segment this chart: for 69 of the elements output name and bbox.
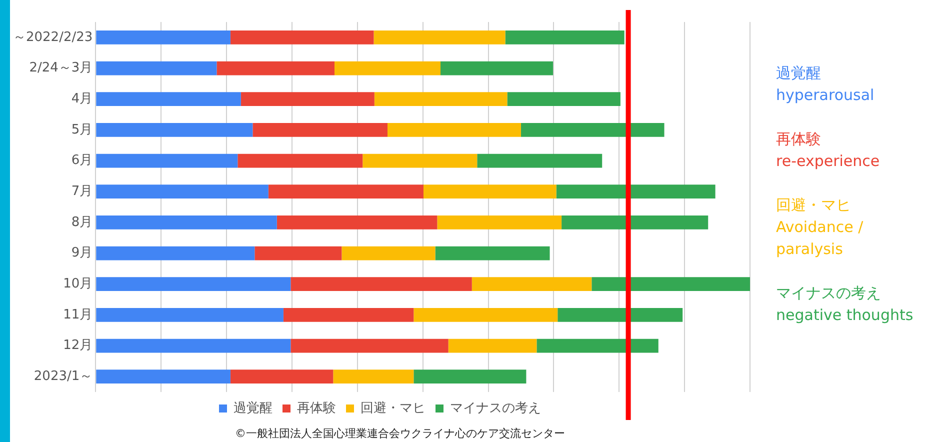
- bar: [96, 215, 277, 230]
- y-tick-label: 7月: [71, 184, 93, 199]
- y-tick-label: 12月: [63, 338, 93, 354]
- bar: [96, 30, 230, 44]
- bar: [362, 154, 478, 168]
- bar: [505, 30, 624, 44]
- legend-label: 回避・マヒ: [360, 400, 426, 416]
- bar: [437, 215, 562, 230]
- y-tick-label: 6月: [71, 153, 93, 168]
- y-tick-label: 2023/1～: [34, 368, 93, 384]
- bar: [283, 308, 414, 322]
- bar: [448, 338, 537, 353]
- y-tick-label: 8月: [71, 214, 93, 230]
- legend-label: 過覚醒: [234, 400, 272, 416]
- bar: [507, 92, 620, 106]
- y-tick-label: 5月: [71, 122, 93, 138]
- bar: [96, 370, 230, 384]
- bar: [268, 184, 424, 199]
- y-tick-label: 11月: [63, 307, 93, 322]
- legend-label: マイナスの考え: [450, 400, 541, 416]
- bar: [333, 370, 414, 384]
- bar: [423, 184, 556, 199]
- bar: [414, 370, 526, 384]
- bar: [96, 308, 284, 322]
- text: 再体験 re-experience: [776, 129, 881, 172]
- text: 回避・マヒ Avoidance / paralysis: [776, 195, 864, 260]
- bar: [536, 338, 658, 353]
- bar: [562, 215, 708, 230]
- y-tick-label: 2/24～3月: [29, 60, 93, 76]
- bar: [290, 338, 448, 353]
- legend-label: 再体験: [297, 400, 336, 416]
- text: ©一般社団法人全国心理業連合会ウクライナ心のケア交流センター: [234, 426, 566, 441]
- bar: [230, 370, 334, 384]
- bar: [216, 61, 334, 76]
- bar: [435, 246, 550, 260]
- bar: [290, 277, 472, 292]
- bar: [96, 338, 291, 353]
- bar: [96, 246, 255, 260]
- bar: [96, 277, 291, 292]
- bar: [334, 61, 440, 76]
- bar: [252, 122, 388, 137]
- bar: [556, 184, 716, 199]
- bar: [414, 308, 558, 322]
- bar: [96, 154, 238, 168]
- bar: [96, 92, 241, 106]
- bar: [230, 30, 374, 44]
- bar: [592, 277, 750, 292]
- bar: [96, 122, 253, 137]
- bar: [238, 154, 363, 168]
- bar: [254, 246, 342, 260]
- text: マイナスの考え negative thoughts: [776, 283, 914, 326]
- bar: [276, 215, 438, 230]
- text: 過覚醒 hyperarousal: [776, 63, 876, 106]
- y-tick-label: ～2022/2/23: [12, 30, 93, 45]
- bar: [374, 30, 506, 44]
- bar: [520, 122, 664, 137]
- bar: [472, 277, 592, 292]
- bar: [374, 92, 508, 106]
- bar: [558, 308, 683, 322]
- y-tick-label: 10月: [63, 276, 93, 292]
- bar: [477, 154, 602, 168]
- bar: [96, 61, 217, 76]
- y-tick-label: 4月: [71, 91, 93, 106]
- bar: [440, 61, 554, 76]
- bar: [96, 184, 268, 199]
- bar: [387, 122, 521, 137]
- bar: [240, 92, 374, 106]
- bar: [342, 246, 436, 260]
- y-tick-label: 9月: [71, 246, 93, 261]
